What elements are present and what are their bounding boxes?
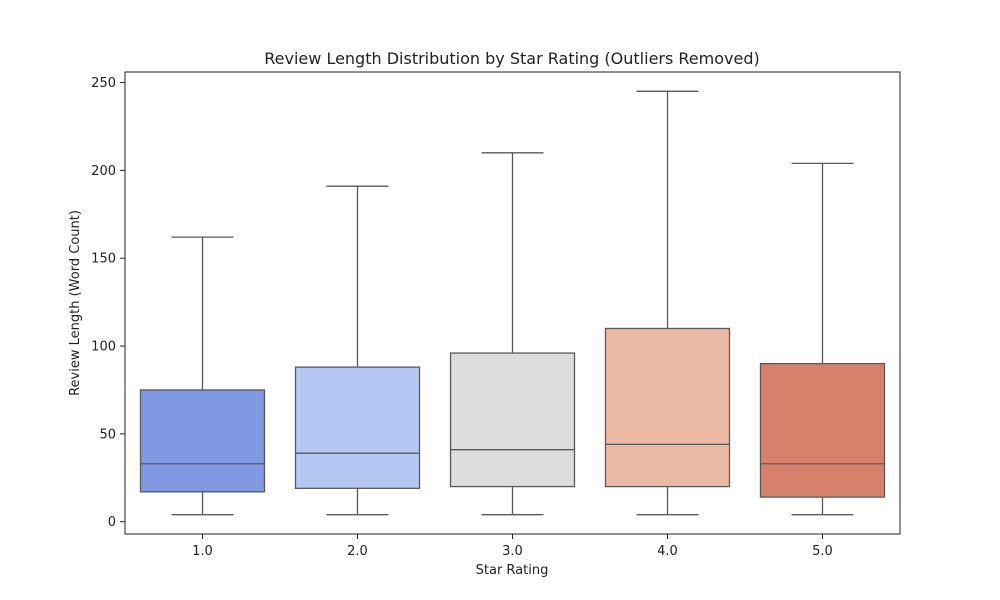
x-tick-label: 1.0	[192, 544, 213, 559]
box-iqr	[294, 366, 421, 489]
box-iqr	[449, 352, 576, 488]
chart-title: Review Length Distribution by Star Ratin…	[264, 49, 759, 68]
plot-area	[139, 90, 886, 516]
y-axis-label: Review Length (Word Count)	[68, 210, 83, 396]
x-tick-label: 5.0	[812, 544, 833, 559]
box-iqr	[139, 389, 266, 493]
x-tick-label: 2.0	[347, 544, 368, 559]
y-tick-label: 100	[91, 340, 116, 355]
y-tick-label: 250	[91, 76, 116, 91]
box-group	[604, 90, 731, 516]
x-axis-label: Star Rating	[476, 563, 549, 578]
box-group	[294, 185, 421, 516]
y-tick-label: 200	[91, 164, 116, 179]
box-group	[139, 236, 266, 516]
box-group	[759, 162, 886, 516]
y-tick-label: 150	[91, 252, 116, 267]
x-tick-label: 4.0	[657, 544, 678, 559]
y-tick-label: 50	[99, 427, 116, 442]
x-tick-label: 3.0	[502, 544, 523, 559]
box-iqr	[759, 362, 886, 498]
box-iqr	[604, 327, 731, 488]
y-tick-label: 0	[108, 515, 116, 530]
x-axis: 1.0 2.0 3.0 4.0 5.0	[192, 534, 833, 559]
box-group	[449, 152, 576, 516]
y-axis: 0 50 100 150 200 250	[91, 76, 125, 530]
